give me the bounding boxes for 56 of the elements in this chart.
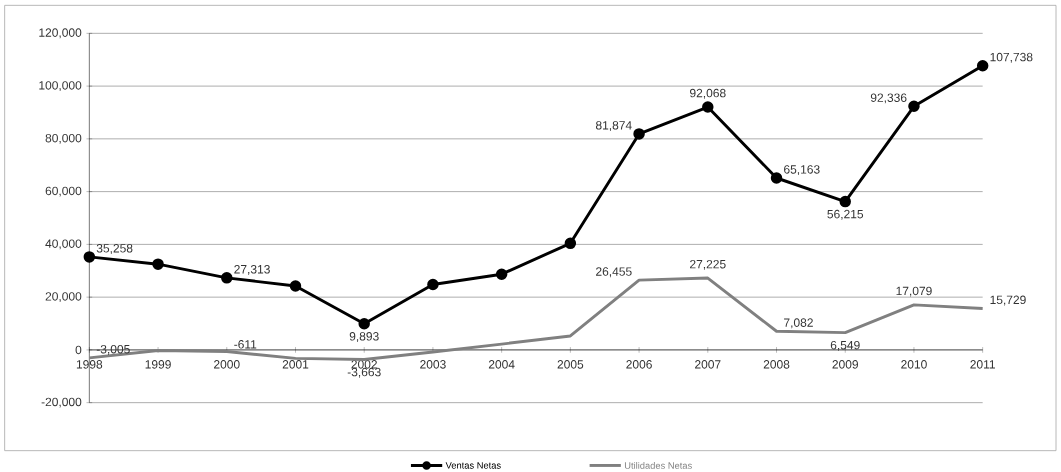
y-tick-label: 120,000 — [39, 28, 82, 39]
x-tick-label: 2005 — [557, 360, 584, 369]
point — [289, 280, 302, 292]
point — [221, 272, 233, 284]
y-tick-label: 60,000 — [45, 186, 82, 197]
x-tick-label: 2009 — [832, 360, 859, 369]
legend-label: Ventas Netas — [445, 462, 501, 469]
x-tick-label: 2008 — [763, 360, 790, 369]
point — [495, 268, 508, 280]
y-tick-label: 100,000 — [39, 81, 82, 92]
point — [83, 251, 96, 263]
x-tick-label: 2011 — [970, 360, 995, 369]
x-tick-label: 2004 — [488, 360, 515, 369]
data-label: 92,336 — [870, 93, 907, 104]
point — [427, 278, 439, 291]
point — [152, 258, 164, 270]
data-label: 65,163 — [784, 165, 820, 176]
data-label: 107,738 — [990, 52, 1033, 63]
data-label: 56,215 — [827, 209, 864, 220]
data-label: -611 — [234, 340, 257, 349]
point — [633, 128, 645, 140]
x-tick-label: 2002 — [351, 360, 377, 369]
data-label: 7,082 — [784, 318, 813, 329]
data-label: 27,313 — [234, 265, 270, 275]
line-series — [87, 276, 985, 362]
data-label: 92,068 — [690, 88, 726, 99]
data-label: 27,225 — [690, 259, 726, 270]
data-label: 35,258 — [96, 244, 133, 254]
data-label: -3,663 — [347, 367, 381, 378]
x-tick-label: 2007 — [695, 360, 721, 369]
x-tick-label: 2000 — [214, 360, 240, 369]
point — [358, 318, 370, 330]
point — [564, 237, 577, 250]
y-tick-label: 40,000 — [45, 239, 82, 250]
point — [839, 195, 851, 208]
x-tick-label: 2003 — [420, 360, 446, 369]
point — [702, 101, 714, 113]
data-label: 15,729 — [990, 295, 1026, 306]
x-tick-label: 2010 — [901, 360, 927, 369]
y-tick-label: -20,000 — [41, 397, 82, 408]
x-tick-label: 2006 — [626, 360, 652, 369]
point — [908, 100, 920, 113]
point — [976, 59, 989, 72]
legend-label: Utilidades Netas — [624, 462, 692, 469]
x-tick-label: 1999 — [145, 360, 171, 369]
x-tick-label: 1998 — [76, 360, 103, 369]
y-tick-label: 0 — [75, 345, 82, 355]
x-tick-label: 2001 — [282, 360, 309, 369]
data-label: 9,893 — [349, 332, 379, 342]
data-label: 81,874 — [595, 121, 632, 131]
y-tick-label: 20,000 — [45, 292, 82, 303]
data-label: 26,455 — [596, 267, 632, 278]
data-label: 17,079 — [896, 286, 932, 297]
y-tick-label: 80,000 — [45, 133, 82, 144]
point — [770, 172, 783, 184]
data-label: 6,549 — [830, 340, 860, 351]
